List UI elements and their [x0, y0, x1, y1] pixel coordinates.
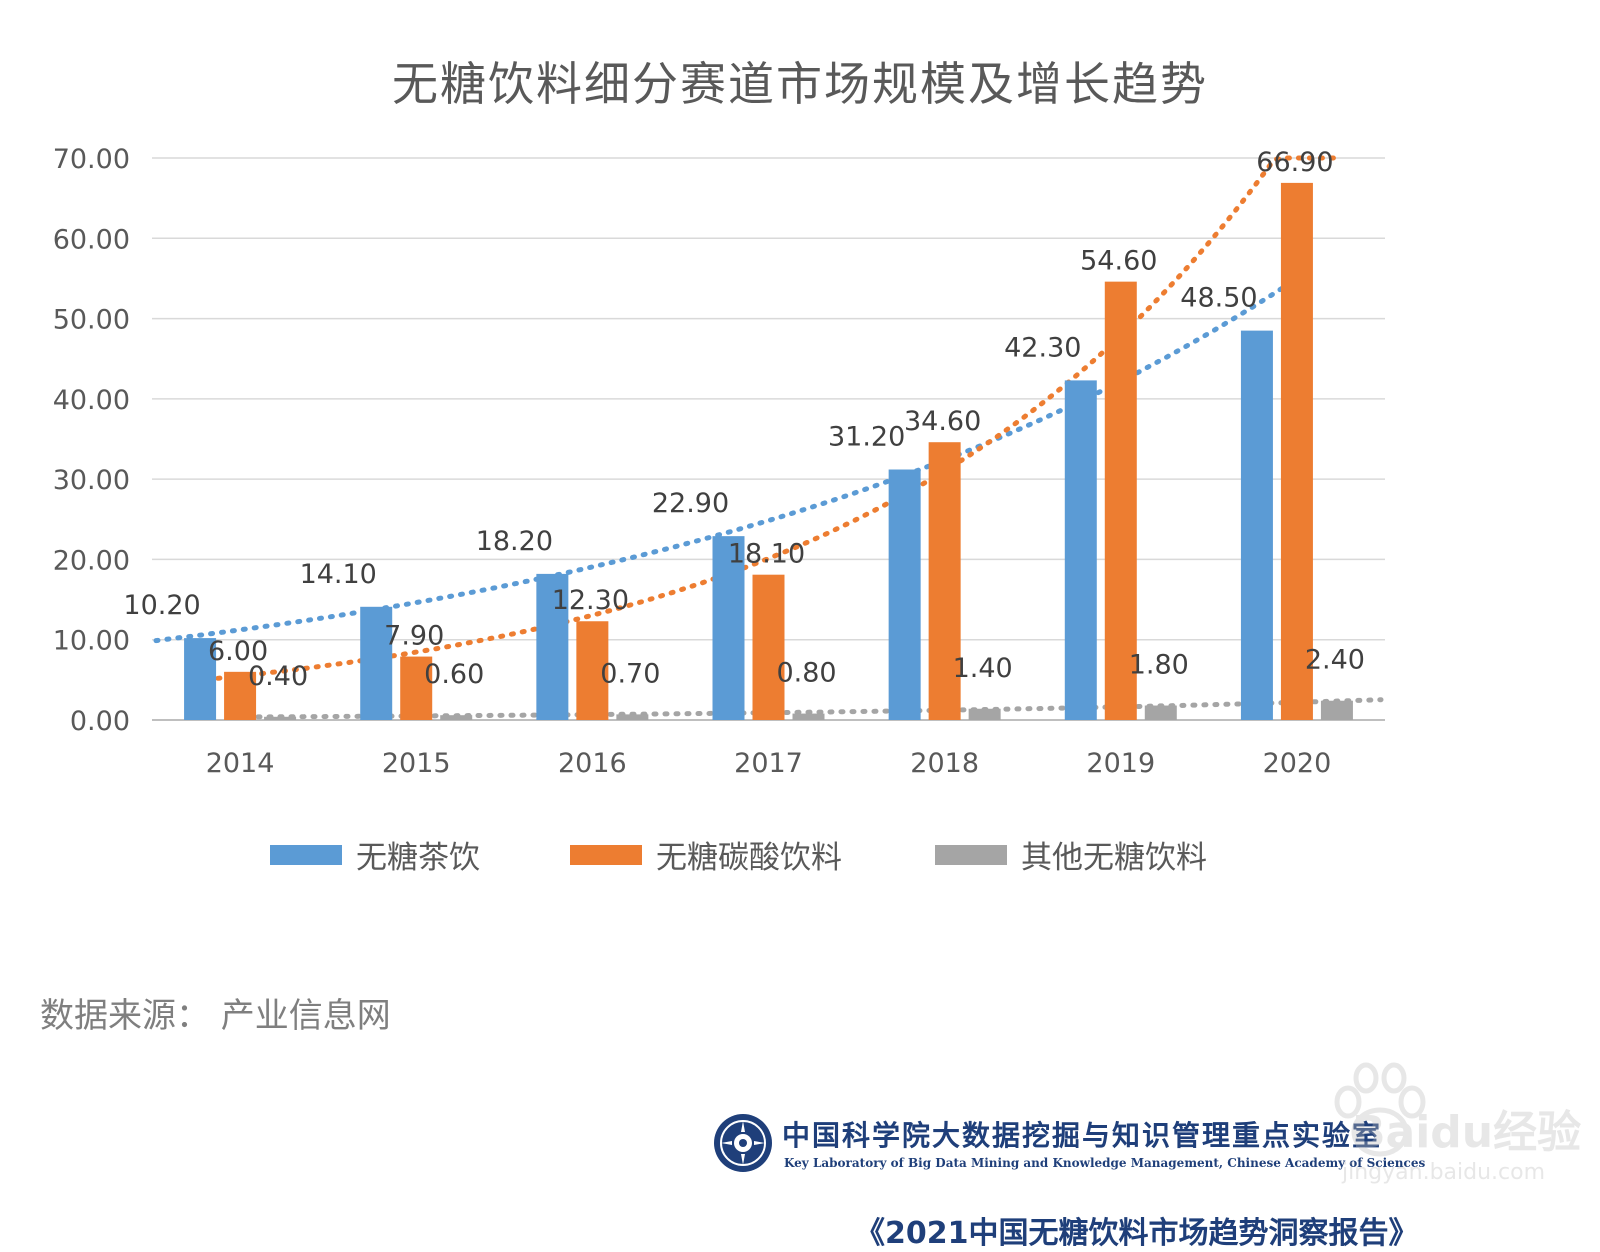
organization-name-en: Key Laboratory of Big Data Mining and Kn… — [784, 1156, 1426, 1170]
bar-series-1-2018 — [928, 442, 961, 720]
bar-series-1-2016 — [576, 621, 609, 720]
y-tick-label-6: 60.00 — [53, 224, 130, 255]
x-tick-label-2020: 2020 — [1263, 748, 1332, 779]
legend-label-series-0: 无糖茶饮 — [356, 840, 480, 876]
bar-series-0-2019 — [1064, 380, 1097, 720]
legend-swatch-series-2 — [935, 844, 1007, 865]
cas-seal-icon — [714, 1114, 772, 1172]
bar-series-1-2020 — [1280, 182, 1313, 721]
data-label-series-1-2014: 6.00 — [208, 636, 268, 667]
source-note: 数据来源： 产业信息网 — [40, 996, 391, 1036]
data-label-series-2-2020: 2.40 — [1305, 645, 1365, 676]
data-label-series-1-2019: 54.60 — [1080, 246, 1157, 277]
y-tick-label-2: 20.00 — [53, 545, 130, 576]
data-label-series-2-2016: 0.70 — [600, 658, 660, 689]
bar-series-1-2014 — [224, 671, 257, 720]
bar-series-2-2020 — [1320, 700, 1353, 720]
data-label-series-1-2015: 7.90 — [384, 621, 444, 652]
legend-item-series-2: 其他无糖饮料 — [935, 832, 1207, 877]
y-tick-label-1: 10.00 — [53, 626, 130, 657]
chart-plot: 10.20 14.10 18.20 22.90 31.20 42.30 48.50 6.00 7… — [53, 144, 1385, 779]
legend-swatch-series-0 — [270, 844, 342, 865]
legend-label-series-2: 其他无糖饮料 — [1021, 840, 1207, 876]
bar-series-2-2016 — [616, 714, 649, 720]
data-label-series-1-2016: 12.30 — [552, 585, 629, 616]
bar-series-2-2015 — [440, 715, 473, 720]
x-tick-label-2015: 2015 — [382, 748, 451, 779]
bar-series-0-2018 — [888, 469, 921, 720]
watermark-url: jingyan.baidu.com — [1342, 1160, 1546, 1185]
y-tick-label-4: 40.00 — [53, 385, 130, 416]
data-label-series-2-2019: 1.80 — [1129, 650, 1189, 681]
data-label-series-1-2020: 66.90 — [1256, 147, 1333, 178]
x-tick-label-2019: 2019 — [1086, 748, 1155, 779]
paw-icon — [1334, 1062, 1426, 1157]
y-tick-label-7: 70.00 — [53, 144, 130, 175]
chart-legend: 无糖茶饮 无糖碳酸饮料 其他无糖饮料 — [0, 832, 1600, 892]
chart-title: 无糖饮料细分赛道市场规模及增长趋势 — [392, 57, 1208, 111]
x-tick-label-2017: 2017 — [734, 748, 803, 779]
data-label-series-0-2017: 22.90 — [652, 488, 729, 519]
legend-swatch-series-1 — [570, 844, 642, 865]
data-label-series-0-2018: 31.20 — [828, 422, 905, 453]
trendline-series-1 — [193, 155, 1344, 683]
report-title: 《2021中国无糖饮料市场趋势洞察报告》 — [855, 1216, 1419, 1251]
data-label-series-0-2014: 10.20 — [123, 590, 200, 621]
data-label-series-0-2015: 14.10 — [300, 559, 377, 590]
bar-series-2-2017 — [792, 713, 825, 720]
data-label-series-2-2017: 0.80 — [776, 658, 836, 689]
y-tick-label-3: 30.00 — [53, 465, 130, 496]
data-label-series-2-2015: 0.60 — [424, 659, 484, 690]
y-tick-label-5: 50.00 — [53, 305, 130, 336]
bar-series-0-2016 — [536, 573, 569, 720]
bar-series-2-2014 — [264, 716, 297, 720]
x-tick-label-2016: 2016 — [558, 748, 627, 779]
bar-series-1-2017 — [752, 574, 785, 720]
x-tick-label-2014: 2014 — [206, 748, 275, 779]
y-tick-label-0: 0.00 — [70, 706, 130, 737]
legend-item-series-1: 无糖碳酸饮料 — [570, 832, 842, 877]
organization-name-cn: 中国科学院大数据挖掘与知识管理重点实验室 — [782, 1119, 1383, 1152]
organization-logo-block: 中国科学院大数据挖掘与知识管理重点实验室 Key Laboratory of B… — [712, 1112, 1512, 1192]
data-label-series-2-2018: 1.40 — [953, 653, 1013, 684]
bar-series-0-2015 — [360, 606, 393, 720]
data-label-series-2-2014: 0.40 — [248, 661, 308, 692]
bar-series-0-2014 — [184, 638, 217, 720]
legend-item-series-0: 无糖茶饮 — [270, 832, 480, 877]
x-tick-label-2018: 2018 — [910, 748, 979, 779]
bar-series-1-2015 — [400, 656, 433, 720]
bar-series-0-2017 — [712, 536, 745, 720]
data-label-series-0-2019: 42.30 — [1004, 332, 1081, 363]
baidu-watermark: Baidu经验 jingyan.baidu.com — [1320, 1060, 1590, 1190]
bar-series-2-2018 — [968, 708, 1001, 720]
data-label-series-0-2016: 18.20 — [476, 526, 553, 557]
watermark-text: Baidu经验 — [1352, 1107, 1582, 1158]
data-label-series-1-2017: 18.10 — [728, 539, 805, 570]
bar-series-0-2020 — [1240, 330, 1273, 720]
legend-label-series-1: 无糖碳酸饮料 — [656, 840, 842, 876]
data-label-series-0-2020: 48.50 — [1180, 283, 1257, 314]
bar-series-2-2019 — [1144, 705, 1177, 720]
bar-series-1-2019 — [1104, 281, 1137, 720]
data-label-series-1-2018: 34.60 — [904, 406, 981, 437]
